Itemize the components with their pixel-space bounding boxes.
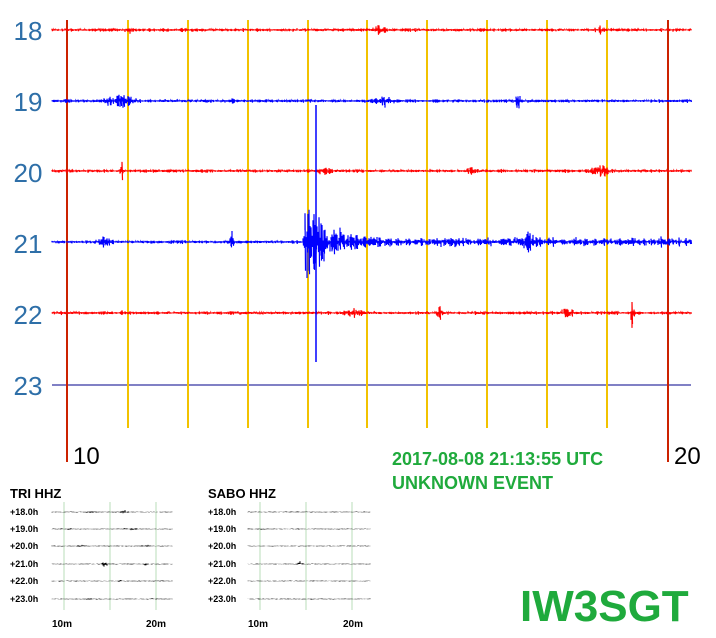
event-datetime: 2017-08-08 21:13:55 UTC [392, 449, 604, 469]
mini-hour-label: +19.0h [10, 524, 39, 534]
mini-hour-label: +18.0h [208, 507, 237, 517]
mini-trace-line [247, 561, 371, 565]
mini-hour-label: +21.0h [10, 559, 39, 569]
mini-x-label: 10m [52, 619, 73, 630]
hour-label-19: 19 [13, 87, 43, 117]
mini-trace-line [51, 544, 173, 547]
trace-line-18 [51, 25, 692, 35]
mini-helicorder-title-sabo: SABO HHZ [208, 486, 276, 501]
hour-label-20: 20 [13, 158, 43, 188]
mini-hour-label: +23.0h [208, 594, 237, 604]
mini-trace-line [51, 528, 173, 531]
minute-label-end: 20 [674, 443, 701, 470]
trace-line-20 [51, 161, 693, 181]
mini-trace-line [247, 511, 371, 513]
mini-hour-label: +20.0h [208, 541, 237, 551]
minute-label-start: 10 [73, 443, 100, 470]
mini-hour-label: +19.0h [208, 524, 237, 534]
mini-hour-label: +18.0h [10, 507, 39, 517]
hour-label-22: 22 [13, 300, 43, 330]
hour-label-21: 21 [13, 229, 43, 259]
mini-hour-label: +22.0h [10, 576, 39, 586]
mini-helicorder-sabo-plot [247, 502, 371, 610]
hour-label-18: 18 [13, 16, 43, 46]
mini-trace-line [51, 598, 173, 600]
hour-label-23: 23 [13, 371, 43, 401]
mini-hour-label: +21.0h [208, 559, 237, 569]
station-callsign: IW3SGT [520, 582, 689, 631]
mini-trace-line [247, 545, 371, 547]
mini-hour-label: +23.0h [10, 594, 39, 604]
mini-x-label: 20m [146, 619, 167, 630]
mini-trace-line [247, 598, 371, 600]
mini-x-label: 10m [248, 619, 269, 630]
mini-trace-line [51, 562, 173, 567]
trace-line-21 [51, 209, 693, 278]
mini-helicorder-title-tri: TRI HHZ [10, 486, 62, 501]
trace-line-22 [51, 301, 693, 328]
trace-line-19 [51, 94, 693, 109]
mini-trace-line [51, 580, 173, 582]
event-type: UNKNOWN EVENT [392, 473, 553, 493]
mini-hour-label: +20.0h [10, 541, 39, 551]
mini-trace-line [51, 510, 173, 514]
mini-hour-label: +22.0h [208, 576, 237, 586]
mini-x-label: 20m [343, 619, 364, 630]
mini-helicorder-tri-plot [51, 502, 173, 610]
